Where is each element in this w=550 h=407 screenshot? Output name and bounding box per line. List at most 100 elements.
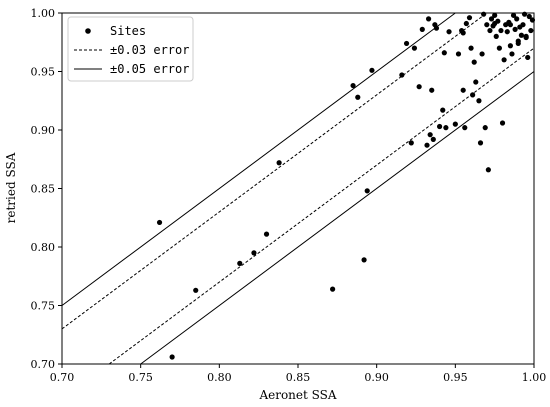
y-tick-label: 0.85 (31, 183, 56, 196)
data-point (468, 45, 474, 51)
data-point (484, 22, 490, 28)
data-point (350, 82, 356, 89)
x-tick-label: 0.95 (443, 371, 468, 384)
data-point (424, 142, 430, 148)
data-point (487, 27, 493, 34)
error-line-1 (61, 12, 488, 330)
data-point (361, 257, 367, 263)
data-point (460, 30, 466, 36)
data-point (437, 123, 443, 130)
data-point (440, 107, 446, 113)
x-axis-ticks: 0.70 0.75 0.80 0.85 0.90 0.95 1.00 (50, 364, 547, 384)
data-point (514, 16, 520, 22)
data-point (364, 188, 370, 194)
data-point (455, 51, 462, 57)
data-point (193, 287, 199, 293)
data-point (476, 98, 482, 104)
data-point (493, 33, 499, 40)
data-point (499, 120, 506, 126)
data-point (429, 87, 435, 93)
x-tick-label: 1.00 (522, 371, 547, 384)
error-lines (61, 12, 535, 365)
data-point (263, 231, 270, 237)
data-points (156, 11, 536, 360)
data-point (521, 11, 528, 17)
legend-label-003: ±0.03 error (110, 43, 189, 57)
x-tick-label: 0.70 (50, 371, 75, 384)
data-point (507, 22, 513, 28)
data-point (520, 22, 526, 28)
data-point (512, 26, 518, 32)
data-point (515, 38, 521, 44)
data-point (433, 25, 440, 31)
data-point (526, 13, 532, 20)
data-point (460, 87, 466, 93)
data-point (462, 125, 468, 131)
data-point (507, 43, 513, 49)
data-point (369, 67, 375, 73)
data-point (510, 12, 517, 18)
data-point (477, 140, 484, 146)
data-point (498, 27, 504, 34)
data-point (518, 32, 525, 38)
data-point (495, 18, 501, 24)
y-tick-label: 1.00 (31, 7, 56, 20)
data-point (425, 16, 432, 22)
x-axis-label: Aeronet SSA (258, 388, 336, 402)
data-point (276, 160, 282, 166)
data-point (441, 50, 447, 56)
data-point (452, 121, 458, 127)
x-tick-label: 0.85 (286, 371, 311, 384)
y-tick-label: 0.90 (31, 124, 56, 137)
data-point (408, 140, 414, 146)
data-point (523, 33, 529, 40)
data-point (496, 45, 502, 51)
data-point (330, 286, 336, 292)
data-point (427, 132, 433, 138)
data-point (416, 84, 422, 90)
data-point (485, 167, 491, 173)
y-axis-ticks: 0.70 0.75 0.80 0.85 0.90 0.95 1.00 (31, 7, 62, 371)
error-line-2 (108, 47, 535, 365)
data-point (473, 79, 479, 85)
data-point (237, 260, 243, 266)
data-point (169, 354, 175, 360)
data-point (446, 29, 452, 35)
error-line-0 (61, 12, 456, 306)
data-point (492, 12, 498, 18)
data-point (419, 26, 425, 32)
data-point (482, 125, 488, 131)
data-point (488, 16, 495, 22)
data-point (156, 219, 163, 226)
x-tick-label: 0.80 (207, 371, 232, 384)
data-point (471, 59, 477, 65)
data-point (411, 45, 418, 51)
data-point (403, 40, 410, 47)
data-point (355, 94, 361, 100)
y-tick-label: 0.95 (31, 66, 56, 79)
data-point (501, 57, 507, 63)
data-point (399, 72, 405, 78)
x-tick-label: 0.90 (364, 371, 389, 384)
data-point (479, 51, 485, 57)
legend: Sites ±0.03 error ±0.05 error (67, 16, 194, 82)
data-point (528, 27, 534, 34)
error-line-3 (140, 71, 535, 365)
x-tick-label: 0.75 (128, 371, 153, 384)
data-point (430, 136, 436, 142)
data-point (509, 51, 515, 57)
legend-label-sites: Sites (110, 24, 146, 38)
data-point (466, 15, 473, 21)
y-tick-label: 0.80 (31, 241, 56, 254)
legend-marker-sites (85, 28, 91, 34)
data-point (251, 250, 257, 256)
legend-box (67, 16, 194, 82)
data-point (463, 20, 469, 27)
legend-label-005: ±0.05 error (110, 62, 189, 76)
data-point (504, 29, 510, 35)
data-point (470, 92, 476, 98)
data-point (525, 54, 531, 61)
y-axis-label: retried SSA (4, 152, 18, 223)
y-tick-label: 0.70 (31, 358, 56, 371)
